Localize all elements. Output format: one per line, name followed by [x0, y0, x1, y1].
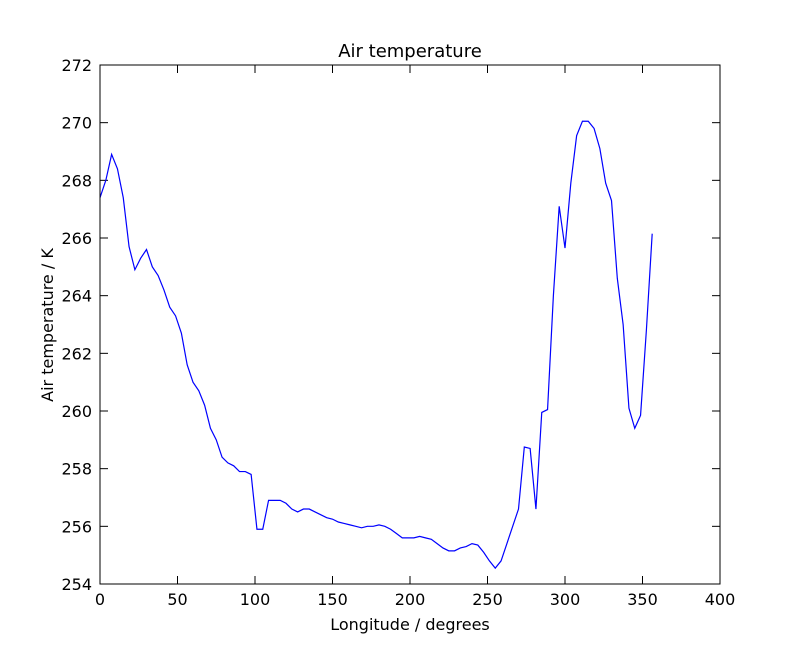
- y-tick-label: 254: [61, 575, 92, 594]
- y-axis-label: Air temperature / K: [38, 248, 57, 402]
- x-tick-label: 300: [550, 590, 581, 609]
- y-tick-label: 268: [61, 171, 92, 190]
- x-tick-label: 400: [705, 590, 736, 609]
- y-tick-label: 264: [61, 287, 92, 306]
- x-tick-label: 350: [627, 590, 658, 609]
- data-line: [99, 120, 653, 570]
- y-tick-label: 262: [61, 344, 92, 363]
- y-tick-label: 272: [61, 56, 92, 75]
- y-tick-label: 270: [61, 114, 92, 133]
- x-tick-label: 200: [395, 590, 426, 609]
- x-tick-label: 50: [167, 590, 187, 609]
- y-tick-label: 258: [61, 460, 92, 479]
- x-tick-label: 0: [95, 590, 105, 609]
- y-tick-label: 266: [61, 229, 92, 248]
- y-tick-label: 260: [61, 402, 92, 421]
- plot-frame: [99, 64, 721, 585]
- chart-title: Air temperature: [338, 41, 482, 62]
- y-tick-label: 256: [61, 517, 92, 536]
- x-tick-label: 150: [317, 590, 348, 609]
- x-tick-label: 250: [472, 590, 503, 609]
- x-tick-label: 100: [240, 590, 271, 609]
- x-axis-label: Longitude / degrees: [330, 615, 490, 634]
